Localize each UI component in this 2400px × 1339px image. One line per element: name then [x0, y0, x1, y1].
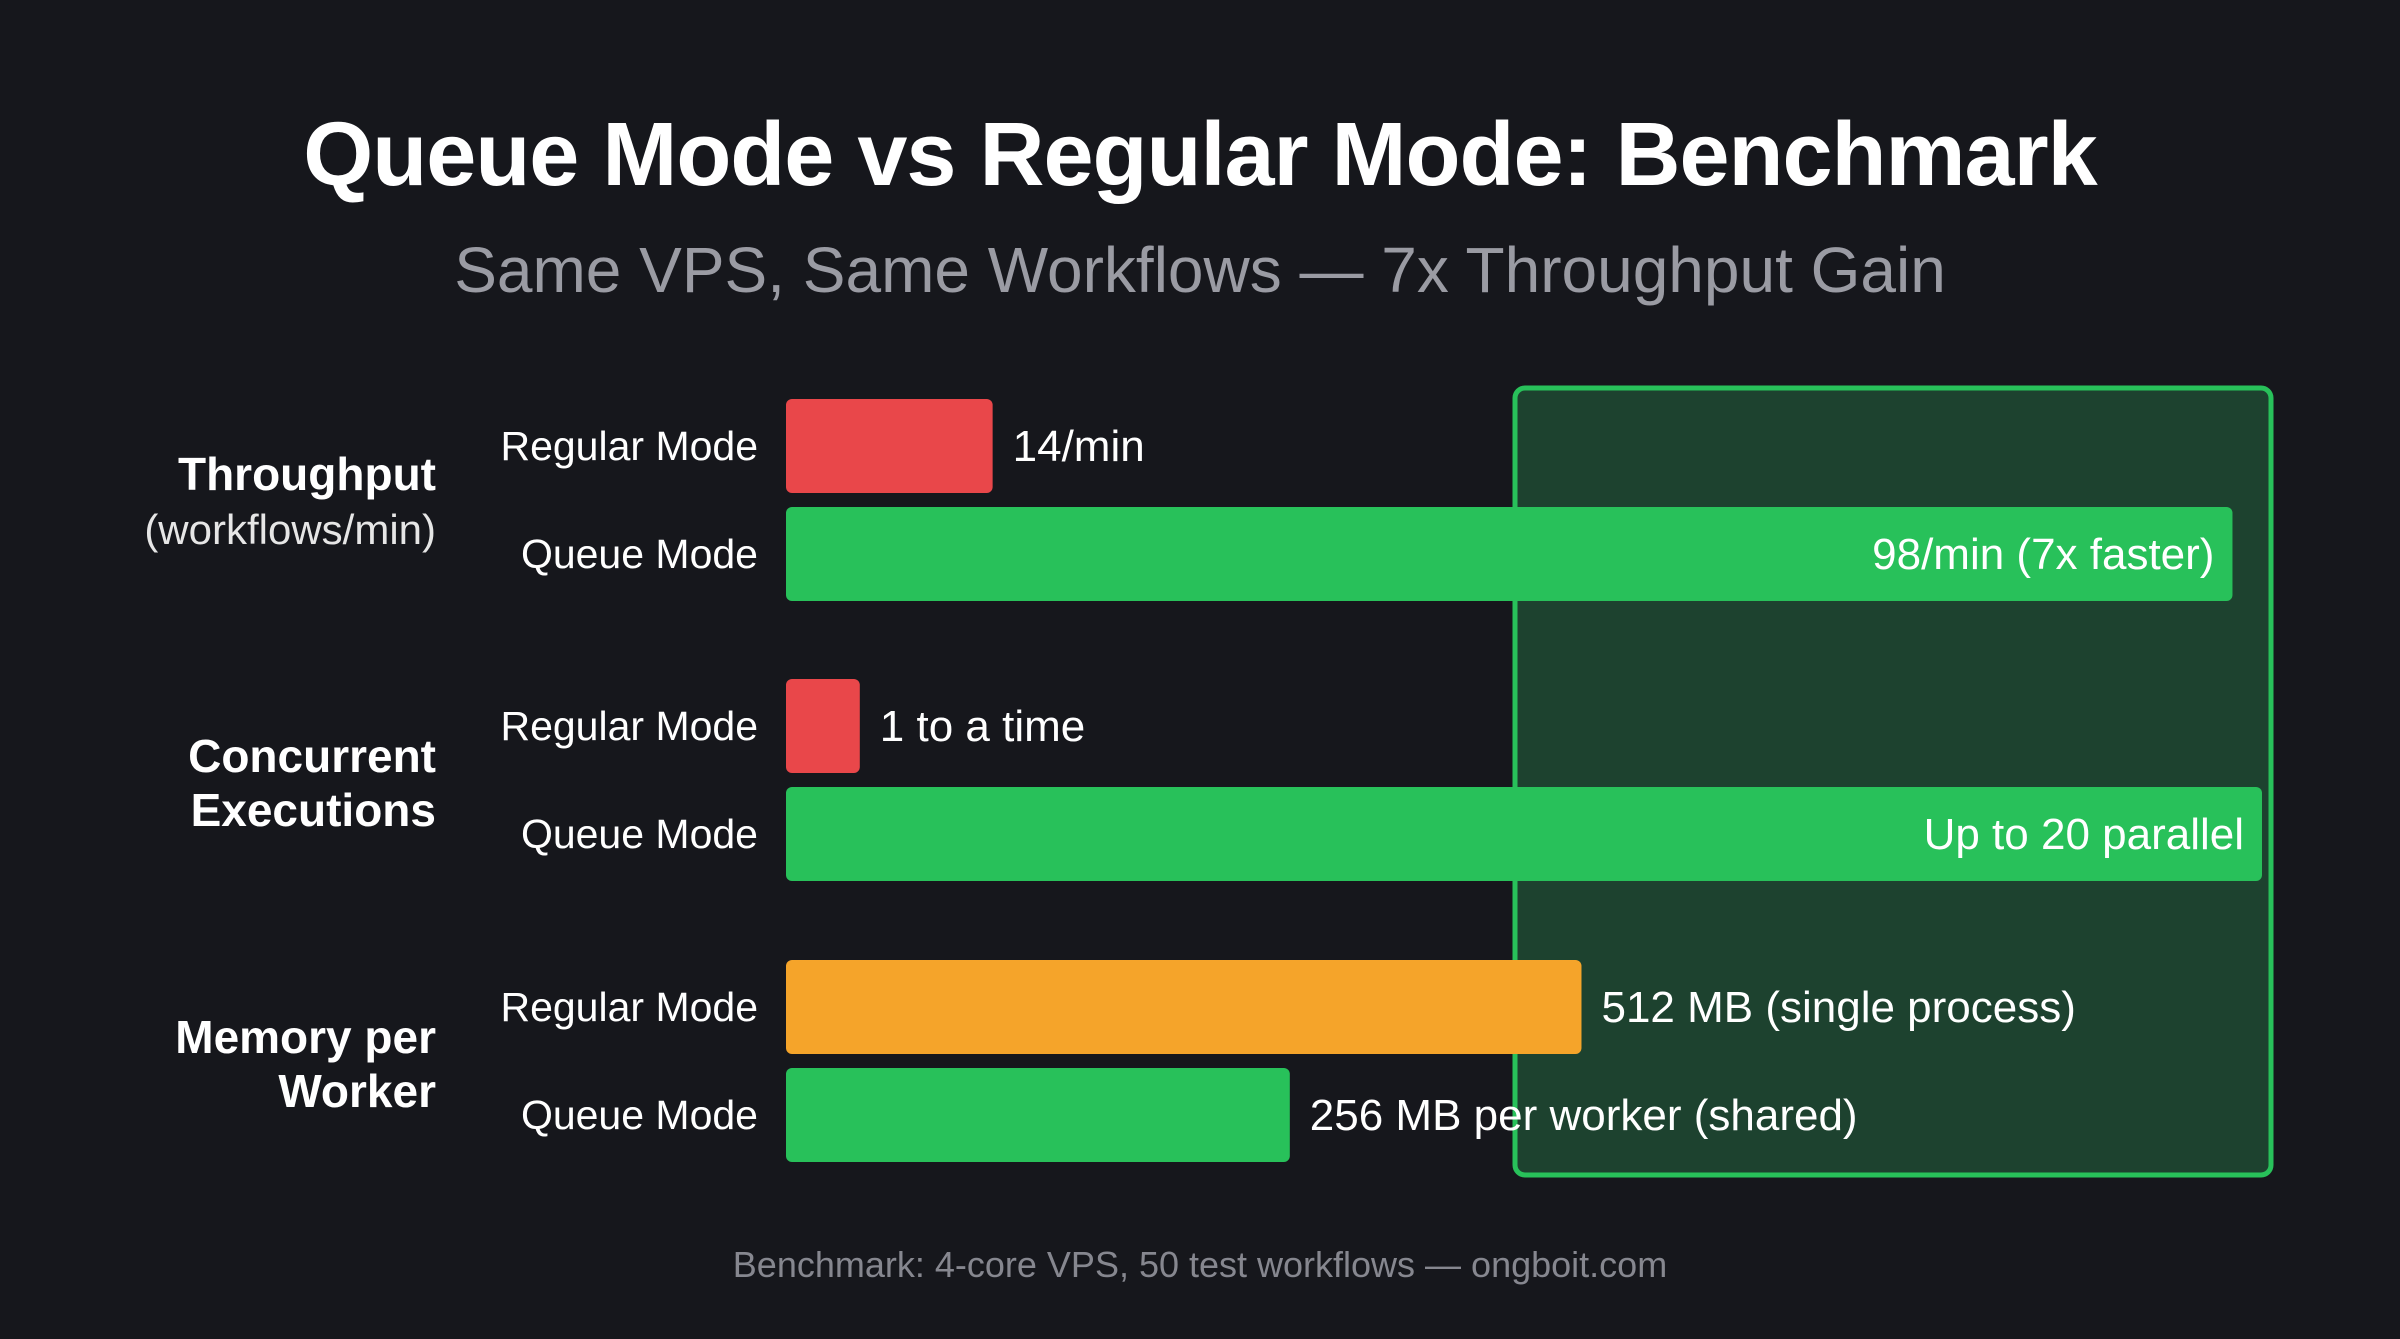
chart-footer: Benchmark: 4-core VPS, 50 test workflows… — [732, 1244, 1668, 1285]
series-label: Regular Mode — [500, 984, 758, 1030]
category-sublabel: (workflows/min) — [144, 506, 436, 553]
category-label: Concurrent — [188, 730, 436, 782]
highlight-panel — [1512, 385, 2274, 1178]
series-label: Queue Mode — [521, 1092, 758, 1138]
bar-regular_memory — [786, 960, 1582, 1054]
category-label-line2: Worker — [278, 1065, 436, 1117]
series-label: Regular Mode — [500, 703, 758, 749]
bar-queue — [786, 1068, 1290, 1162]
bar-value-label: 1 to a time — [880, 702, 1085, 751]
bar-value-label: 14/min — [1013, 422, 1145, 471]
bar-value-label: Up to 20 parallel — [1924, 810, 2244, 859]
series-label: Queue Mode — [521, 811, 758, 857]
bar-queue — [786, 787, 2262, 881]
bar-value-label: 98/min (7x faster) — [1872, 530, 2214, 579]
series-label: Regular Mode — [500, 423, 758, 469]
category-label-line2: Executions — [191, 784, 436, 836]
bar-value-label: 512 MB (single process) — [1601, 983, 2075, 1032]
chart-subtitle: Same VPS, Same Workflows — 7x Throughput… — [454, 234, 1946, 306]
chart-title: Queue Mode vs Regular Mode: Benchmark — [303, 105, 2097, 205]
bar-regular_throughput — [786, 399, 993, 493]
bar-value-label: 256 MB per worker (shared) — [1310, 1091, 1858, 1140]
category-label: Throughput — [178, 448, 436, 500]
series-label: Queue Mode — [521, 531, 758, 577]
category-label: Memory per — [175, 1011, 436, 1063]
bar-queue — [786, 507, 2233, 601]
bar-regular_concurrent — [786, 679, 860, 773]
